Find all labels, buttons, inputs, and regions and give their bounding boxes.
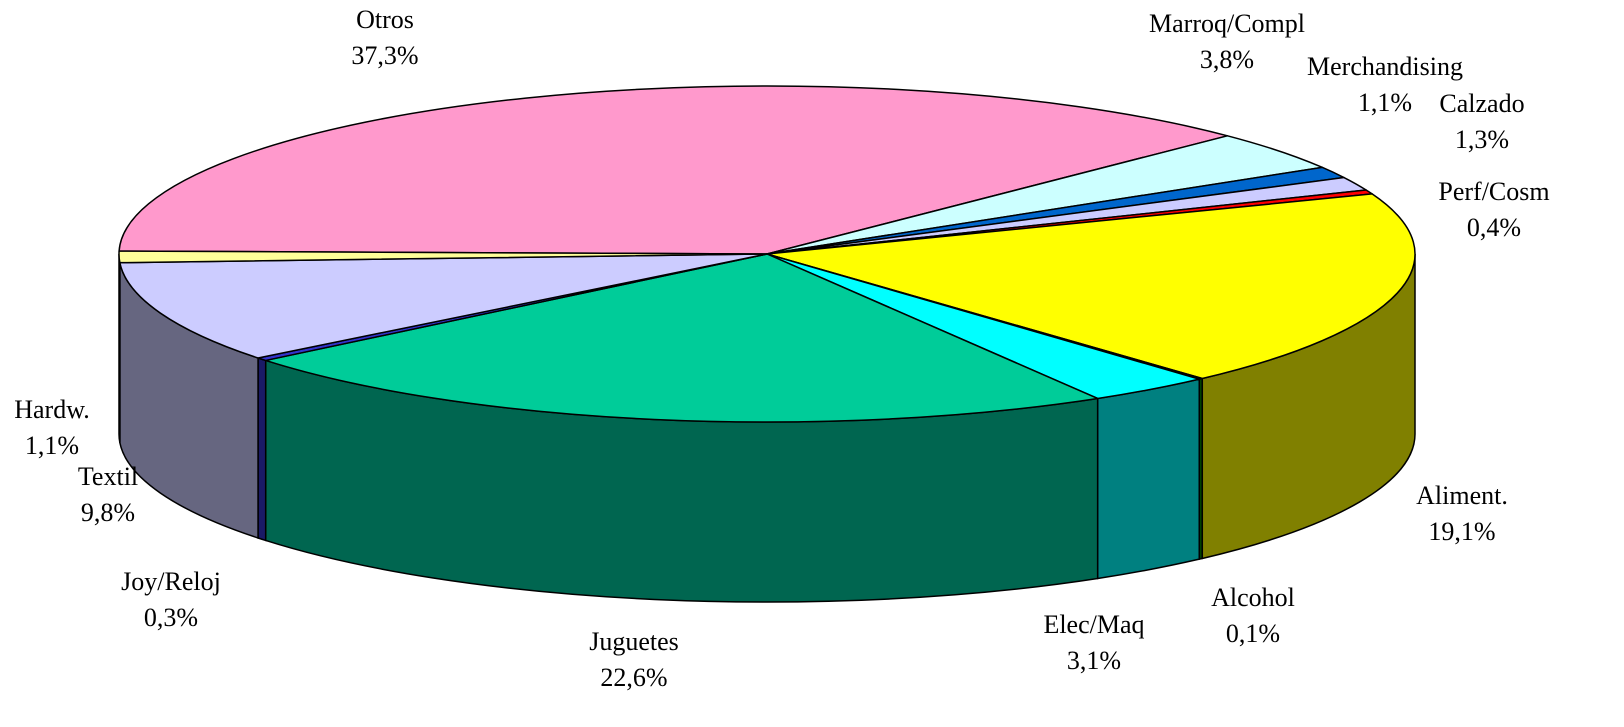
label-value-perf-cosm: 0,4% <box>1467 213 1521 242</box>
side-elec-maq <box>1096 378 1200 580</box>
label-name-marroq-compl: Marroq/Compl <box>1149 9 1305 38</box>
label-value-calzado: 1,3% <box>1455 125 1509 154</box>
side-hardw <box>118 253 121 443</box>
label-textil: Textil 9,8% <box>78 462 138 527</box>
slice-hardw <box>118 250 768 264</box>
label-name-joy-reloj: Joy/Reloj <box>121 567 221 596</box>
label-value-alcohol: 0,1% <box>1226 619 1280 648</box>
label-value-marroq-compl: 3,8% <box>1200 45 1254 74</box>
label-hardw: Hardw. 1,1% <box>14 395 90 460</box>
side-joy-reloj <box>257 356 267 542</box>
pie-sides <box>118 253 1416 603</box>
label-juguetes: Juguetes 22,6% <box>589 627 679 692</box>
label-marroq-compl: Marroq/Compl 3,8% <box>1149 9 1305 74</box>
label-value-juguetes: 22,6% <box>600 663 667 692</box>
slice-textil <box>119 253 768 359</box>
slice-juguetes <box>264 253 1099 423</box>
label-joy-reloj: Joy/Reloj 0,3% <box>121 567 221 632</box>
pie-labels: Otros 37,3% Marroq/Compl 3,8% Merchandising 1… <box>14 5 1549 692</box>
label-value-elec-maq: 3,1% <box>1067 646 1121 675</box>
pie-tops <box>118 85 1416 423</box>
slice-otros <box>118 85 1229 255</box>
label-name-calzado: Calzado <box>1439 89 1524 118</box>
label-alcohol: Alcohol 0,1% <box>1211 583 1295 648</box>
label-otros: Otros 37,3% <box>351 5 418 70</box>
label-value-merchandising: 1,1% <box>1358 88 1412 117</box>
label-calzado: Calzado 1,3% <box>1439 89 1524 154</box>
label-name-aliment: Aliment. <box>1416 481 1508 510</box>
label-name-hardw: Hardw. <box>14 395 90 424</box>
label-value-textil: 9,8% <box>81 498 135 527</box>
label-perf-cosm: Perf/Cosm 0,4% <box>1438 177 1549 242</box>
label-value-joy-reloj: 0,3% <box>144 603 198 632</box>
label-elec-maq: Elec/Maq 3,1% <box>1043 610 1144 675</box>
label-name-juguetes: Juguetes <box>589 627 679 656</box>
label-name-elec-maq: Elec/Maq <box>1043 610 1144 639</box>
label-value-otros: 37,3% <box>351 41 418 70</box>
label-merchandising: Merchandising 1,1% <box>1307 52 1463 117</box>
slice-aliment <box>766 193 1416 380</box>
label-aliment: Aliment. 19,1% <box>1416 481 1508 546</box>
label-name-textil: Textil <box>78 462 138 491</box>
label-name-merchandising: Merchandising <box>1307 52 1463 81</box>
label-name-alcohol: Alcohol <box>1211 583 1295 612</box>
label-value-hardw: 1,1% <box>25 431 79 460</box>
label-name-otros: Otros <box>356 5 414 34</box>
label-name-perf-cosm: Perf/Cosm <box>1438 177 1549 206</box>
label-value-aliment: 19,1% <box>1428 517 1495 546</box>
